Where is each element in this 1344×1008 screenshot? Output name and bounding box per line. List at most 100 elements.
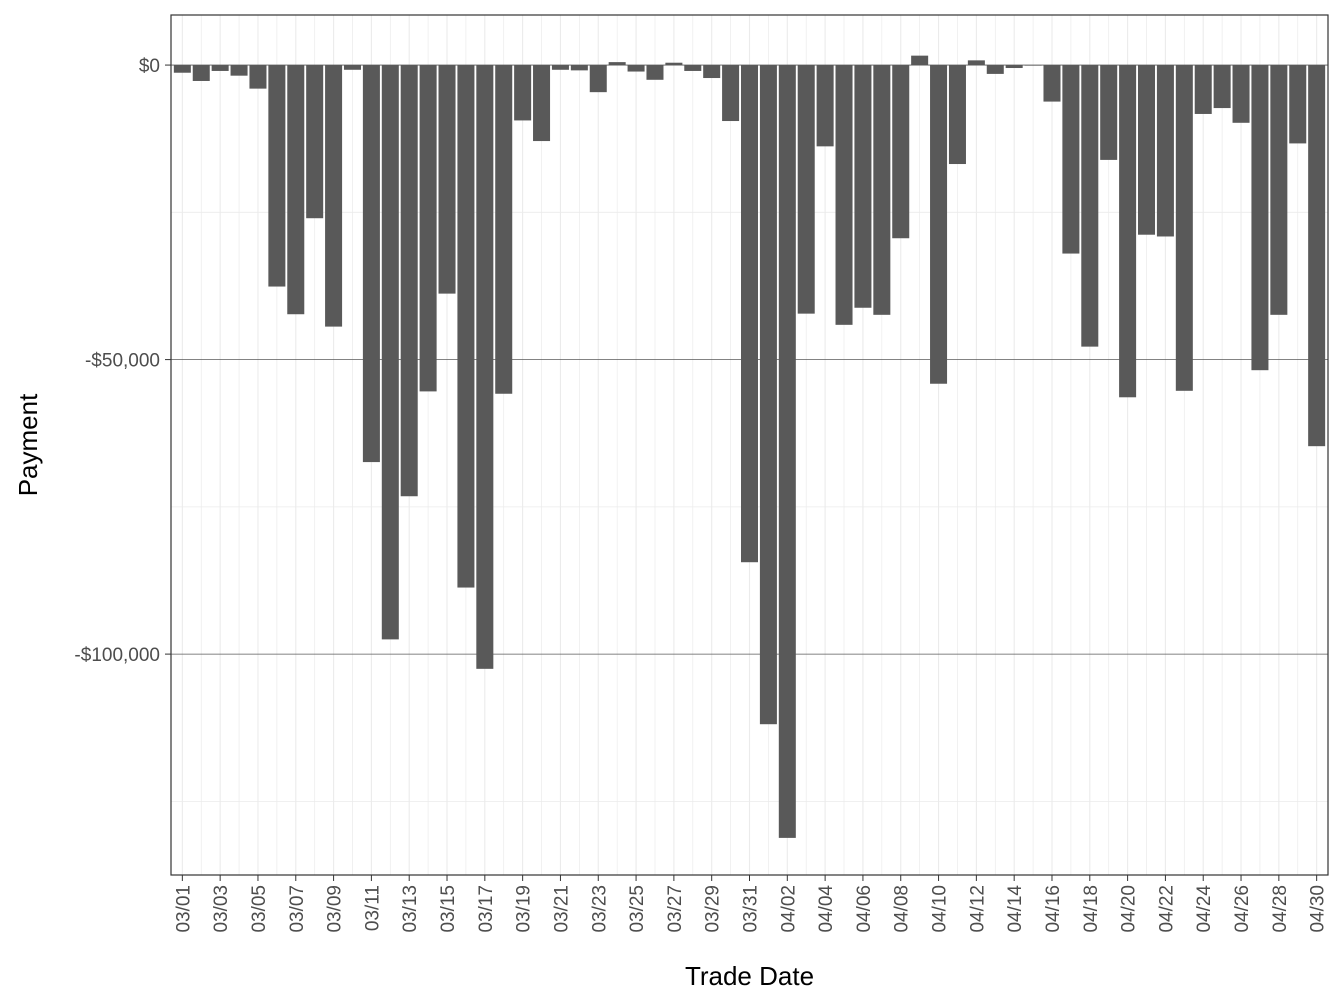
bars [173,55,1326,838]
x-tick-label: 04/16 [1043,885,1064,933]
y-tick-label: -$50,000 [85,351,160,372]
bar [1062,65,1080,254]
bar [287,65,305,315]
bar [362,65,380,463]
x-axis-title: Trade Date [685,961,814,991]
x-tick-label: 04/24 [1194,885,1215,933]
bar [1194,65,1212,114]
x-tick-label: 03/05 [249,885,270,933]
x-tick-label: 04/08 [892,885,913,933]
x-tick-label: 04/30 [1308,885,1329,933]
x-tick-label: 03/15 [438,885,459,933]
bar [740,65,759,563]
x-tick-label: 03/01 [173,885,194,933]
bar [1100,65,1118,160]
bar [192,65,210,81]
bar [1138,65,1156,235]
bar [533,65,551,142]
y-axis-title: Payment [13,393,43,496]
bar [1175,65,1193,391]
bar [1232,65,1250,123]
bar [325,65,343,327]
x-tick-label: 03/27 [665,885,686,933]
bar [722,65,740,122]
bar [854,65,872,308]
bar [211,65,229,71]
bar [419,65,437,392]
x-tick-label: 04/04 [816,885,837,933]
x-tick-label: 03/21 [551,885,572,933]
bar [1213,65,1231,109]
bar [835,65,853,325]
x-tick-label: 04/20 [1119,885,1140,933]
bar [230,65,248,76]
bar [249,65,267,89]
bar [703,65,721,79]
x-tick-label: 04/06 [854,885,875,933]
bar [570,65,588,71]
x-tick-label: 03/03 [211,885,232,933]
x-tick-label: 04/18 [1081,885,1102,933]
bar [457,65,475,588]
x-tick-label: 03/31 [741,885,762,933]
y-tick-label: $0 [139,56,160,77]
bar [1251,65,1269,371]
bar [778,65,796,838]
bar [1156,65,1174,237]
y-axis-ticks: $0 -$50,000 -$100,000 [74,56,171,666]
x-tick-label: 03/09 [325,885,346,933]
bar [1308,65,1326,447]
bar [173,65,191,73]
bar [1081,65,1099,347]
bar [797,65,815,314]
bar [892,65,910,239]
x-tick-label: 03/13 [400,885,421,933]
bar [911,55,929,66]
bar [1119,65,1137,398]
bar [948,65,966,165]
bar [1005,65,1023,69]
bar [608,62,626,66]
bar [627,65,645,72]
bar [967,60,985,66]
bar [930,65,948,384]
bar [495,65,513,394]
y-tick-label: -$100,000 [74,645,160,666]
bar [476,65,494,669]
bar [1043,65,1061,102]
x-tick-label: 03/23 [589,885,610,933]
bar [306,65,324,219]
x-tick-label: 03/19 [514,885,535,933]
bar [589,65,607,93]
bar [514,65,532,121]
bar [381,65,399,640]
x-tick-label: 03/29 [703,885,724,933]
x-tick-label: 04/02 [778,885,799,933]
x-axis-ticks: 03/01 03/03 03/05 03/07 03/09 03/11 03/13 03/15… [173,875,1329,933]
bar [1024,65,1042,66]
x-tick-label: 04/12 [967,885,988,933]
bar [759,65,777,725]
x-tick-label: 03/25 [627,885,648,933]
x-tick-label: 04/14 [1005,885,1026,933]
bar [1270,65,1288,315]
x-tick-label: 04/22 [1156,885,1177,933]
bar [816,65,834,147]
bar [986,65,1004,74]
bar [343,65,361,70]
bar [400,65,418,497]
bar [1289,65,1307,144]
bar [873,65,891,315]
x-tick-label: 03/07 [287,885,308,933]
x-tick-label: 03/11 [362,885,383,931]
bar [646,65,664,80]
bar [438,65,456,294]
bar [551,65,569,70]
x-tick-label: 03/17 [476,885,497,933]
bar [268,65,286,287]
x-tick-label: 04/10 [930,885,951,933]
bar [684,65,702,71]
x-tick-label: 04/26 [1232,885,1253,933]
x-tick-label: 04/28 [1270,885,1291,933]
